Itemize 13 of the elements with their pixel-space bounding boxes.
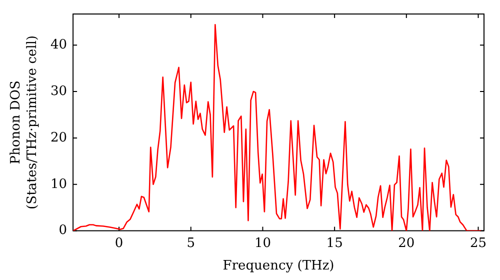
x-axis-title: Frequency (THz)	[222, 258, 334, 274]
y-tick-label: 10	[50, 176, 68, 192]
x-tick-label: 15	[326, 236, 343, 251]
x-tick-label: 25	[470, 236, 487, 251]
y-tick-label: 30	[50, 84, 68, 99]
y-tick-label: 0	[58, 223, 68, 238]
y-tick-label: 40	[50, 37, 68, 52]
x-tick-label: 0	[114, 236, 124, 251]
y-tick-label: 20	[50, 130, 68, 146]
y-axis-title: Phonon DOS (States/THz·primitive cell)	[8, 35, 40, 210]
x-tick-label: 10	[254, 236, 271, 251]
x-tick-label: 5	[186, 236, 196, 251]
x-tick-label: 20	[398, 236, 415, 251]
